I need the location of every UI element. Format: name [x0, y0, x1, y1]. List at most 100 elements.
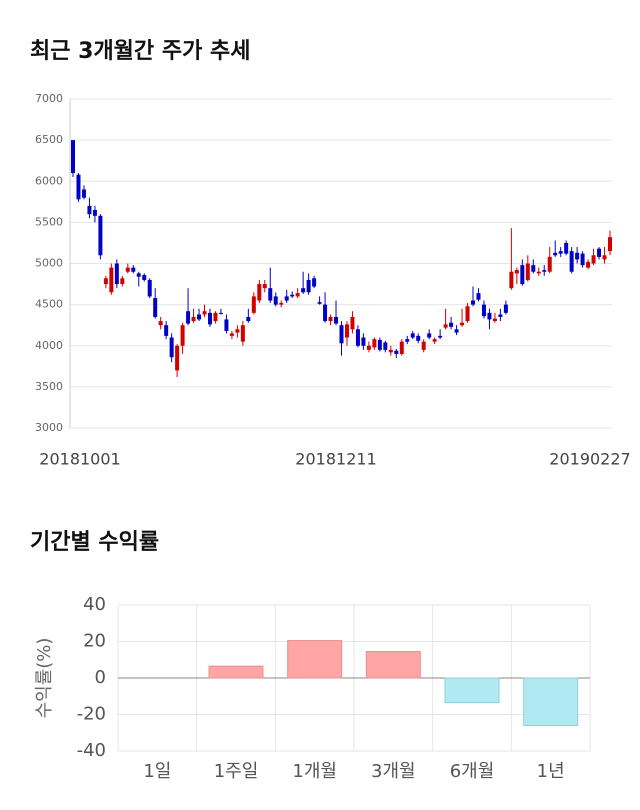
- candle-body: [591, 255, 596, 264]
- candle-body: [399, 341, 404, 354]
- candle-body: [608, 237, 612, 252]
- candle-body: [131, 267, 136, 272]
- candle-body: [569, 251, 574, 272]
- candle-body: [273, 296, 278, 305]
- candle-body: [580, 253, 585, 266]
- candle-body: [454, 329, 459, 333]
- candle-body: [323, 304, 328, 322]
- candle-body: [366, 345, 371, 350]
- candle-body: [175, 345, 180, 371]
- candle-body: [377, 339, 382, 350]
- candle-body: [92, 210, 97, 216]
- candle-body: [268, 288, 273, 301]
- candle-body: [372, 339, 377, 348]
- candle-body: [597, 248, 602, 257]
- candle-body: [465, 306, 470, 322]
- candle-body: [575, 252, 580, 260]
- y-tick-label: 7000: [35, 92, 63, 105]
- candle-body: [114, 263, 119, 285]
- candle-body: [229, 333, 234, 336]
- candle-body: [103, 278, 108, 285]
- x-tick-label: 20181001: [39, 450, 120, 469]
- y-tick-label: 3000: [35, 421, 63, 434]
- candle-body: [153, 298, 158, 317]
- candle-body: [553, 252, 558, 256]
- x-tick-label: 20181211: [295, 450, 376, 469]
- y-tick-label: 5000: [35, 257, 63, 270]
- candle-body: [213, 312, 218, 322]
- candle-body: [235, 329, 240, 333]
- candle-body: [312, 278, 317, 287]
- candle-body: [421, 341, 426, 350]
- candle-body: [525, 263, 530, 280]
- candle-body: [427, 333, 432, 338]
- bar: [287, 640, 343, 679]
- y-tick-label: 40: [83, 594, 106, 615]
- x-tick-label: 1개월: [292, 761, 337, 782]
- bar: [444, 677, 500, 704]
- candle-body: [334, 316, 339, 324]
- candle-body: [564, 242, 569, 254]
- candle-body: [498, 314, 503, 317]
- chart-title: 기간별 수익률: [30, 530, 159, 555]
- candle-body: [509, 271, 514, 289]
- candle-body: [481, 304, 486, 317]
- candle-body: [164, 325, 169, 336]
- candle-body: [410, 333, 415, 338]
- candle-body: [383, 342, 388, 350]
- candle-body: [251, 296, 256, 313]
- y-tick-label: 5500: [35, 215, 63, 228]
- candle-body: [602, 255, 607, 260]
- candle-body: [98, 215, 103, 256]
- candle-body: [432, 339, 437, 342]
- candle-body: [438, 335, 443, 338]
- candle-body: [492, 318, 497, 322]
- candle-body: [344, 324, 349, 338]
- candle-body: [207, 312, 212, 325]
- candle-body: [136, 273, 141, 277]
- candle-body: [542, 270, 547, 272]
- candle-body: [169, 337, 174, 358]
- candle-body: [246, 316, 251, 322]
- x-tick-label: 20190227: [549, 450, 630, 469]
- candle-body: [301, 288, 306, 293]
- chart-title: 최근 3개월간 주가 추세: [30, 39, 250, 64]
- y-tick-label: -40: [77, 740, 106, 761]
- candle-body: [339, 325, 344, 344]
- candle-body: [257, 284, 262, 301]
- candle-body: [202, 311, 207, 315]
- candle-body: [71, 140, 75, 174]
- candle-body: [224, 319, 229, 331]
- candle-body: [449, 322, 454, 327]
- bar: [365, 651, 421, 679]
- candle-body: [355, 329, 360, 346]
- y-tick-label: -20: [77, 704, 106, 725]
- candle-body: [147, 279, 152, 297]
- candle-body: [191, 316, 196, 322]
- candle-body: [76, 174, 81, 200]
- candle-body: [240, 325, 245, 342]
- x-tick-label: 1년: [537, 761, 565, 782]
- candle-body: [350, 316, 355, 330]
- candle-body: [503, 304, 508, 313]
- candle-body: [405, 339, 410, 342]
- y-tick-label: 6500: [35, 133, 63, 146]
- candle-body: [290, 294, 295, 297]
- candle-body: [306, 279, 311, 293]
- y-tick-label: 20: [83, 631, 106, 652]
- candle-body: [295, 293, 300, 297]
- candle-body: [388, 349, 393, 353]
- candle-body: [186, 311, 191, 324]
- candle-body: [558, 251, 563, 254]
- candle-body: [471, 300, 476, 305]
- candle-body: [120, 278, 125, 285]
- bar: [208, 665, 264, 679]
- candle-body: [317, 302, 322, 304]
- x-tick-label: 1주일: [214, 761, 259, 782]
- candle-body: [109, 267, 114, 293]
- candle-body: [531, 265, 536, 272]
- x-tick-label: 1일: [143, 761, 171, 782]
- x-tick-label: 6개월: [450, 761, 495, 782]
- candle-body: [125, 267, 130, 272]
- candle-body: [487, 312, 492, 320]
